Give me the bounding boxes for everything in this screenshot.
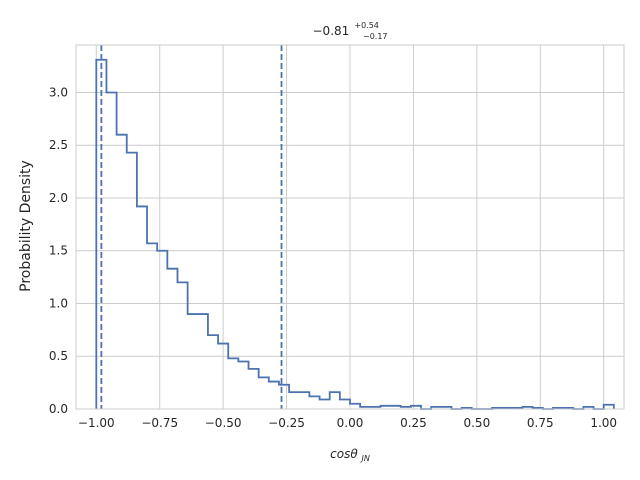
ticks-layer: −1.00 −0.75 −0.50 −0.25 0.00 0.25 0.50 0.75 1.00… — [49, 85, 617, 430]
x-tick-label-5: 0.25 — [400, 416, 427, 430]
x-tick-label-7: 0.75 — [527, 416, 554, 430]
y-tick-label-4: 2.0 — [49, 191, 68, 205]
histogram-step-line — [95, 58, 615, 410]
y-tick-label-3: 1.5 — [49, 244, 68, 258]
x-tick-label-4: 0.00 — [337, 416, 364, 430]
x-tick-label-0: −1.00 — [78, 416, 115, 430]
x-tick-label-1: −0.75 — [141, 416, 178, 430]
x-tick-label-3: −0.25 — [268, 416, 305, 430]
x-axis-label-sub: JN — [360, 454, 370, 463]
title-main: −0.81 — [313, 24, 350, 38]
y-axis-label: Probability Density — [18, 160, 34, 292]
plot-layer — [95, 45, 615, 410]
x-tick-label-6: 0.50 — [463, 416, 490, 430]
x-axis-label-main: cosθ — [330, 447, 358, 461]
y-tick-label-5: 2.5 — [49, 138, 68, 152]
x-axis-label: cosθ JN — [330, 447, 370, 463]
axes-frame — [75, 44, 625, 410]
axes-layer — [75, 44, 625, 410]
y-tick-label-1: 0.5 — [49, 349, 68, 363]
y-tick-label-2: 1.0 — [49, 296, 68, 310]
x-tick-label-2: −0.50 — [205, 416, 242, 430]
title-sub: −0.17 — [363, 32, 388, 41]
y-tick-label-6: 3.0 — [49, 85, 68, 99]
y-tick-label-0: 0.0 — [49, 402, 68, 416]
title-sup: +0.54 — [354, 21, 379, 30]
chart-title: −0.81 +0.54 −0.17 — [313, 13, 388, 41]
grid-layer — [76, 45, 624, 410]
x-tick-label-8: 1.00 — [590, 416, 617, 430]
